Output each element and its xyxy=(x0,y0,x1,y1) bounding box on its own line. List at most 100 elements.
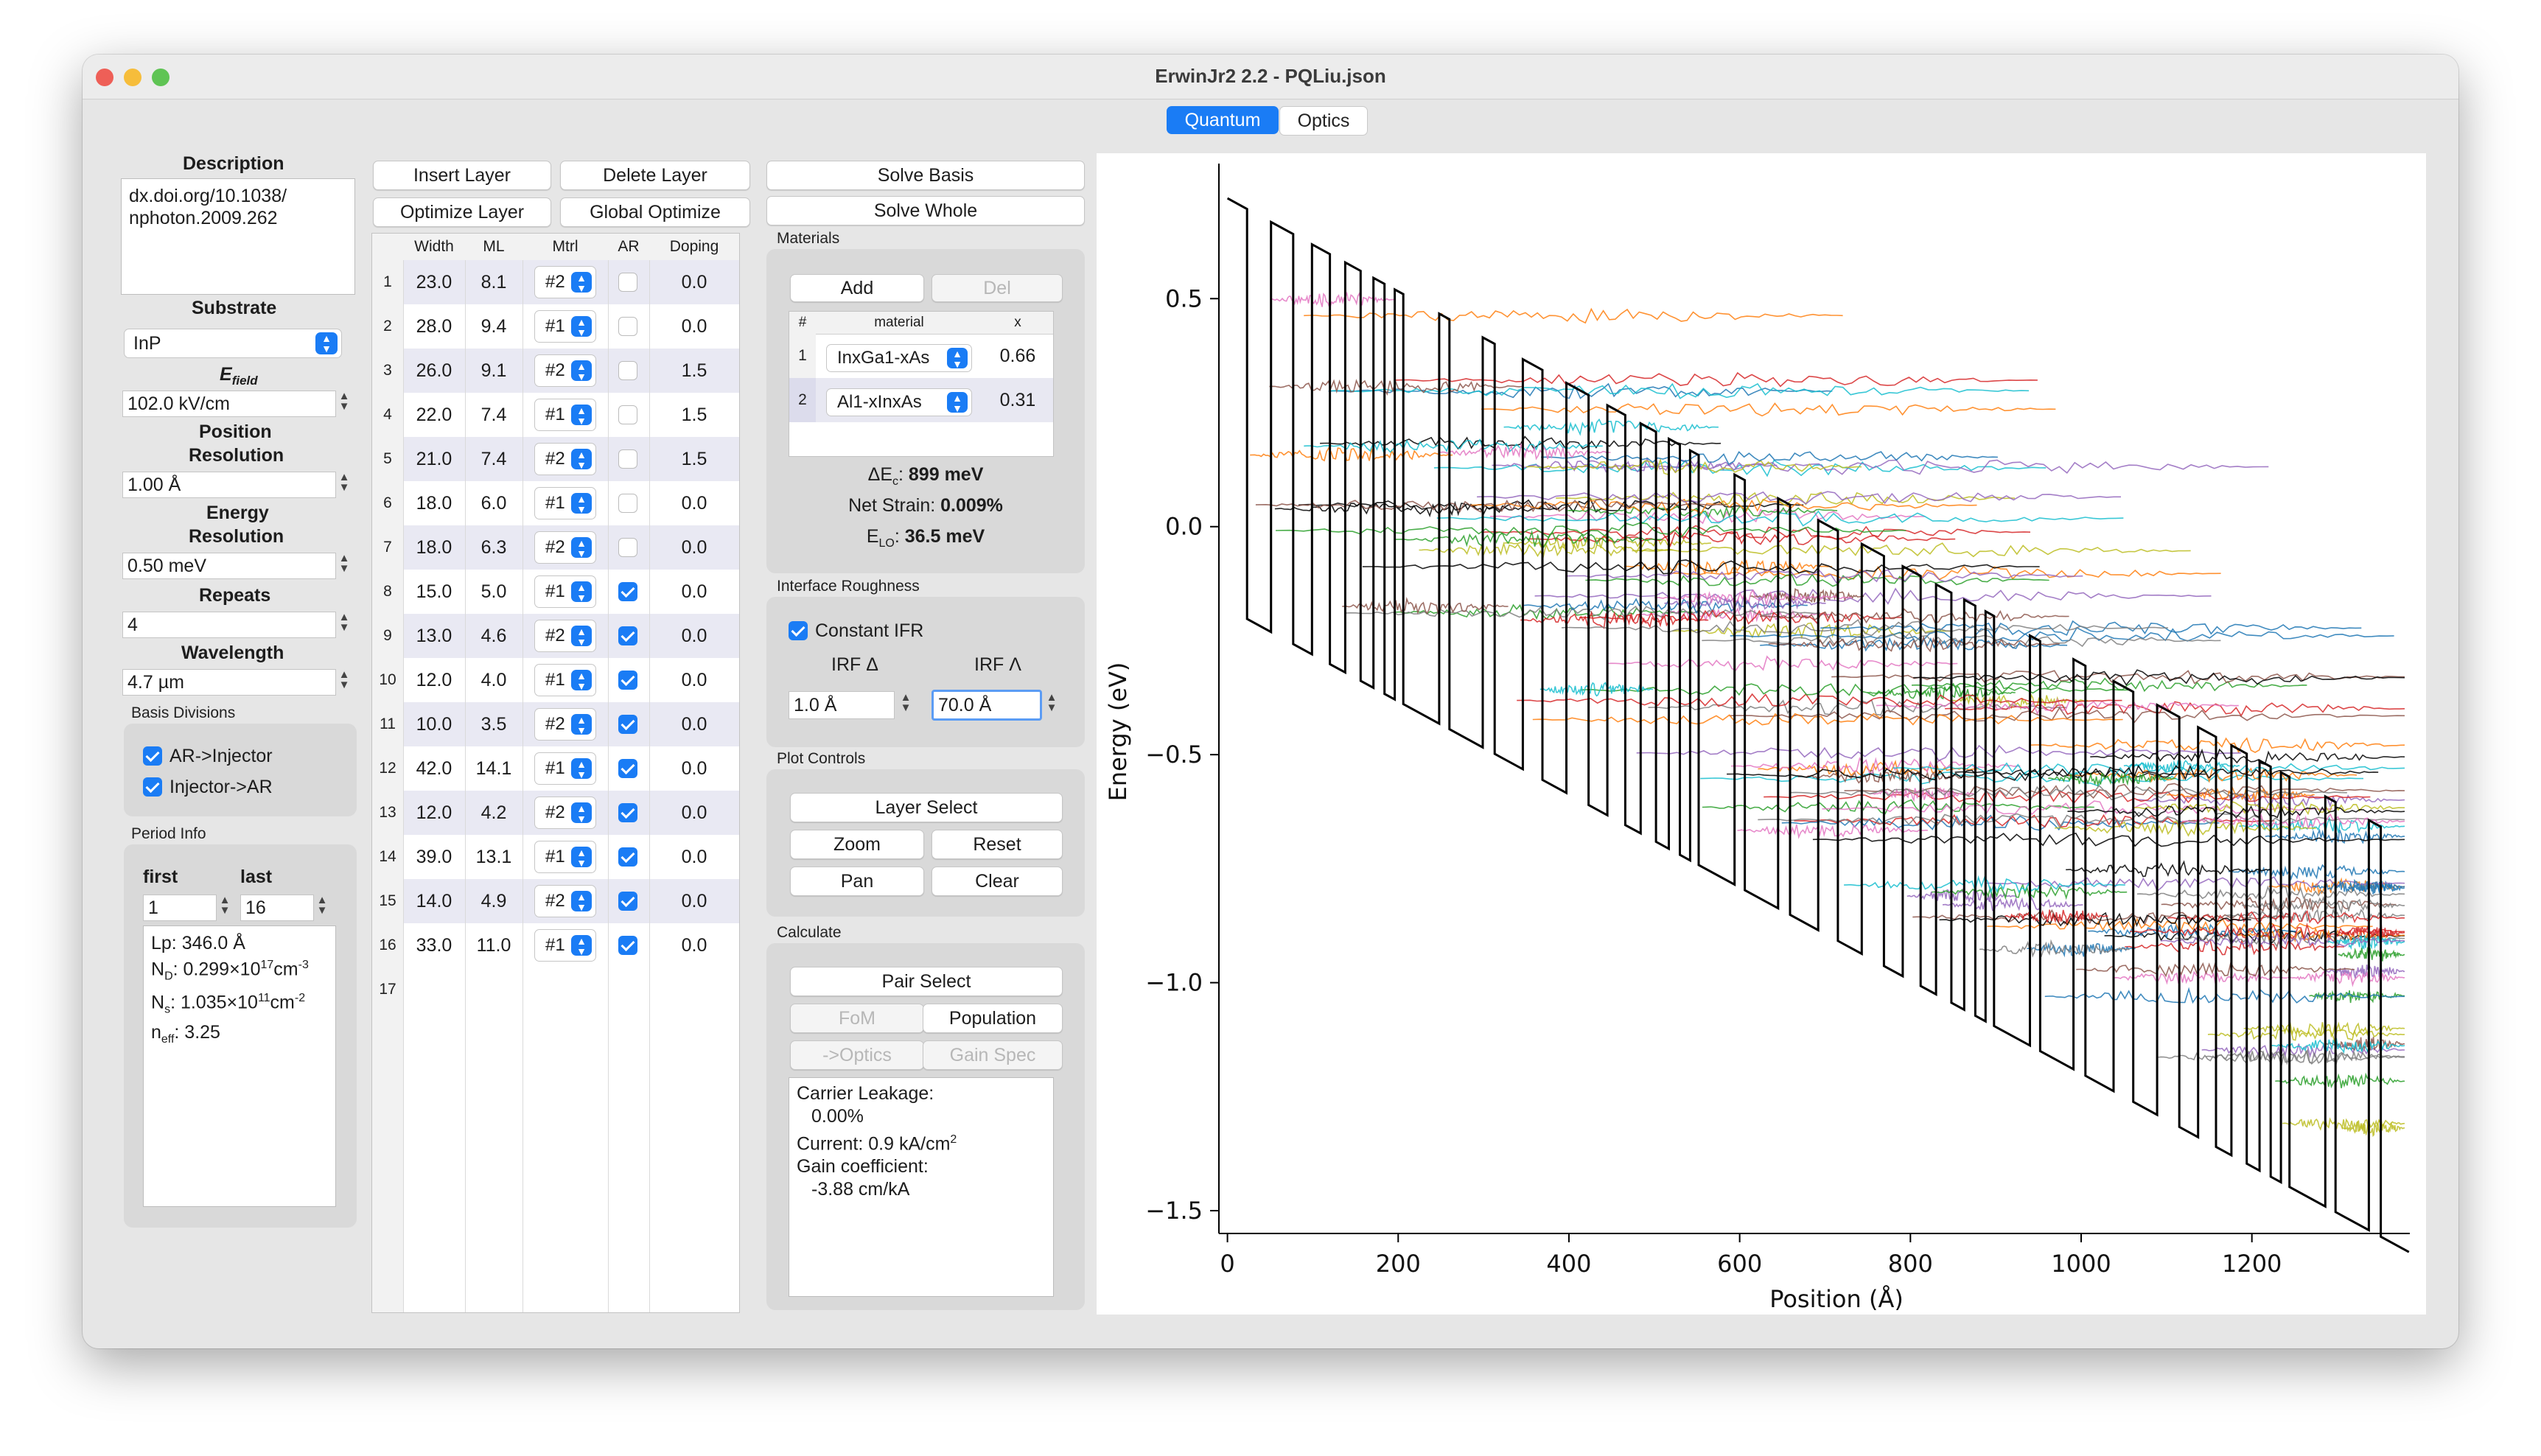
layer-ml-cell[interactable]: 6.3 xyxy=(480,537,507,558)
tab-quantum[interactable]: Quantum xyxy=(1167,106,1279,134)
layer-width-cell[interactable] xyxy=(403,967,465,1012)
layer-ar-checkbox[interactable] xyxy=(618,626,637,645)
close-window-button[interactable] xyxy=(96,69,113,86)
layer-ar-checkbox[interactable] xyxy=(618,273,637,292)
period-first-input[interactable]: 1 xyxy=(143,895,217,921)
layer-width-cell[interactable]: 18.0 xyxy=(416,537,452,558)
zoom-button[interactable]: Zoom xyxy=(790,830,924,859)
layer-row-number[interactable]: 15 xyxy=(372,879,403,923)
layer-ml-cell[interactable]: 14.1 xyxy=(475,758,512,779)
layer-doping-cell[interactable]: 1.5 xyxy=(681,449,707,469)
layer-material-select[interactable]: #2 ▲ ▼ xyxy=(534,797,596,829)
layer-width-cell[interactable]: 22.0 xyxy=(416,405,452,425)
delete-material-button[interactable]: Del xyxy=(932,274,1063,302)
layer-material-select[interactable]: #2 ▲ ▼ xyxy=(534,885,596,917)
layer-doping-cell[interactable]: 0.0 xyxy=(681,316,707,337)
population-button[interactable]: Population xyxy=(923,1004,1063,1033)
layer-row-number[interactable]: 1 xyxy=(372,260,403,304)
insert-layer-button[interactable]: Insert Layer xyxy=(373,161,551,190)
layer-doping-cell[interactable]: 0.0 xyxy=(681,670,707,690)
wavelength-input[interactable]: 4.7 µm xyxy=(122,669,336,696)
layer-table[interactable]: Width ML Mtrl AR Doping 1 23.0 8.1 #2 ▲ ▼ 0.0 2… xyxy=(371,233,740,1313)
layer-ar-checkbox[interactable] xyxy=(618,494,637,513)
gain-spec-button[interactable]: Gain Spec xyxy=(923,1040,1063,1070)
layer-ml-cell[interactable]: 9.1 xyxy=(480,360,507,381)
wavelength-stepper[interactable]: ▲ ▼ xyxy=(338,668,350,691)
solve-whole-button[interactable]: Solve Whole xyxy=(766,196,1085,225)
layer-ml-cell[interactable]: 6.0 xyxy=(480,493,507,514)
layer-material-select[interactable]: #2 ▲ ▼ xyxy=(534,266,596,298)
layer-doping-cell[interactable]: 0.0 xyxy=(681,537,707,558)
enres-stepper[interactable]: ▲ ▼ xyxy=(338,552,350,575)
layer-row-number[interactable]: 2 xyxy=(372,304,403,349)
repeats-input[interactable]: 4 xyxy=(122,612,336,638)
layer-ar-checkbox[interactable] xyxy=(618,582,637,601)
layer-ar-checkbox[interactable] xyxy=(618,715,637,734)
layer-ml-cell[interactable]: 7.4 xyxy=(480,449,507,469)
layer-width-cell[interactable]: 42.0 xyxy=(416,758,452,779)
layer-doping-cell[interactable]: 0.0 xyxy=(681,493,707,514)
layer-ar-checkbox[interactable] xyxy=(618,449,637,469)
layer-ml-cell[interactable]: 13.1 xyxy=(475,847,512,867)
layer-width-cell[interactable]: 15.0 xyxy=(416,581,452,602)
layer-material-select[interactable]: #1 ▲ ▼ xyxy=(534,752,596,785)
tab-optics[interactable]: Optics xyxy=(1279,106,1368,136)
layer-ar-checkbox[interactable] xyxy=(618,892,637,911)
injector-ar-checkbox[interactable] xyxy=(143,777,162,797)
layer-doping-cell[interactable]: 0.0 xyxy=(681,758,707,779)
layer-row-number[interactable]: 9 xyxy=(372,614,403,658)
layer-material-select[interactable]: #1 ▲ ▼ xyxy=(534,929,596,962)
layer-material-select[interactable]: #1 ▲ ▼ xyxy=(534,575,596,608)
material-2-x[interactable]: 0.31 xyxy=(999,390,1036,410)
irf-delta-stepper[interactable]: ▲ ▼ xyxy=(900,691,912,714)
layer-width-cell[interactable]: 18.0 xyxy=(416,493,452,514)
layer-doping-cell[interactable]: 0.0 xyxy=(681,802,707,823)
layer-width-cell[interactable]: 13.0 xyxy=(416,626,452,646)
layer-ml-cell[interactable]: 4.9 xyxy=(480,891,507,911)
layer-material-select[interactable]: #1 ▲ ▼ xyxy=(534,310,596,343)
col-doping-header[interactable]: Doping xyxy=(649,234,739,261)
layer-material-select[interactable]: #1 ▲ ▼ xyxy=(534,664,596,696)
pair-select-button[interactable]: Pair Select xyxy=(790,967,1063,996)
layer-row-number[interactable]: 16 xyxy=(372,923,403,967)
layer-doping-cell[interactable]: 1.5 xyxy=(681,405,707,425)
layer-doping-cell[interactable] xyxy=(649,967,739,1012)
layer-ml-cell[interactable]: 4.2 xyxy=(480,802,507,823)
efield-input[interactable]: 102.0 kV/cm xyxy=(122,391,336,417)
layer-doping-cell[interactable]: 0.0 xyxy=(681,581,707,602)
layer-width-cell[interactable]: 10.0 xyxy=(416,714,452,735)
description-textarea[interactable]: dx.doi.org/10.1038/ nphoton.2009.262 xyxy=(121,178,355,295)
layer-ar-checkbox[interactable] xyxy=(618,361,637,380)
layer-ar-checkbox[interactable] xyxy=(618,759,637,778)
irf-lambda-stepper[interactable]: ▲ ▼ xyxy=(1046,691,1058,714)
layer-row-number[interactable]: 4 xyxy=(372,393,403,437)
clear-button[interactable]: Clear xyxy=(932,867,1063,896)
layer-row-number[interactable]: 6 xyxy=(372,481,403,525)
reset-button[interactable]: Reset xyxy=(932,830,1063,859)
layer-ar-checkbox[interactable] xyxy=(618,317,637,336)
minimize-window-button[interactable] xyxy=(124,69,141,86)
band-diagram-plot[interactable]: 0 200 400 600 800 1000 1200 0.5 0.0 −0.5 −1.0 −1.5 P… xyxy=(1097,153,2426,1315)
layer-width-cell[interactable]: 12.0 xyxy=(416,802,452,823)
layer-width-cell[interactable]: 21.0 xyxy=(416,449,452,469)
layer-row-number[interactable]: 12 xyxy=(372,746,403,791)
layer-material-select[interactable]: #2 ▲ ▼ xyxy=(534,531,596,564)
layer-width-cell[interactable]: 12.0 xyxy=(416,670,452,690)
layer-doping-cell[interactable]: 0.0 xyxy=(681,891,707,911)
layer-doping-cell[interactable]: 1.5 xyxy=(681,360,707,381)
zoom-window-button[interactable] xyxy=(152,69,169,86)
layer-width-cell[interactable]: 26.0 xyxy=(416,360,452,381)
irf-lambda-input[interactable]: 70.0 Å xyxy=(932,690,1042,721)
layer-ar-checkbox[interactable] xyxy=(618,405,637,424)
layer-row-number[interactable]: 3 xyxy=(372,349,403,393)
col-mtrl-header[interactable]: Mtrl xyxy=(522,234,609,261)
layer-row-number[interactable]: 13 xyxy=(372,791,403,835)
add-material-button[interactable]: Add xyxy=(790,274,924,302)
material-2-select[interactable]: Al1-xInxAs ▲ ▼ xyxy=(826,388,972,416)
layer-width-cell[interactable]: 23.0 xyxy=(416,272,452,293)
layer-ar-checkbox[interactable] xyxy=(618,671,637,690)
ar-injector-checkbox[interactable] xyxy=(143,746,162,766)
solve-basis-button[interactable]: Solve Basis xyxy=(766,161,1085,190)
period-last-stepper[interactable]: ▲ ▼ xyxy=(316,894,328,917)
layer-ar-checkbox[interactable] xyxy=(618,936,637,955)
